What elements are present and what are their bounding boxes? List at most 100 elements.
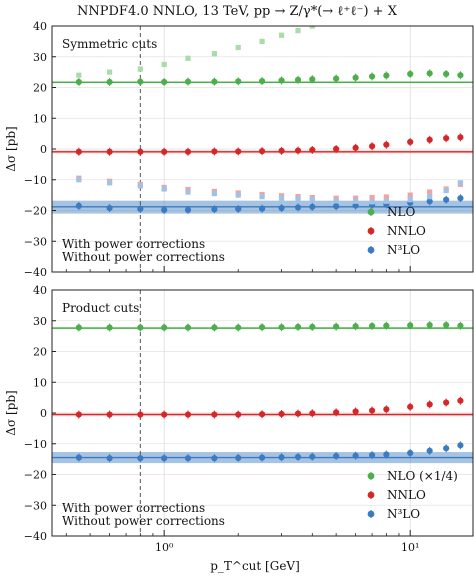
data-point — [258, 411, 266, 418]
data-point-faded — [137, 183, 143, 189]
data-point — [333, 75, 340, 82]
data-point-faded — [309, 26, 315, 29]
legend-label: NLO (×1/4) — [387, 469, 458, 483]
data-point — [258, 77, 266, 85]
data-point — [106, 204, 113, 212]
data-point-faded — [278, 32, 285, 38]
data-point — [368, 143, 376, 150]
data-point — [75, 411, 82, 418]
panel-product-cuts: −40 −30 −20 −10 0 10 20 30 40 10⁰ 10¹ Δσ [pb] Produc… — [4, 284, 474, 554]
data-point — [383, 72, 390, 79]
panel-label: Symmetric cuts — [62, 37, 157, 51]
note-without-power-corrections: Without power corrections — [62, 514, 225, 528]
data-point-faded — [259, 194, 265, 200]
data-point — [383, 406, 390, 413]
legend-label: NNLO — [387, 488, 426, 502]
data-point-faded — [383, 194, 389, 200]
data-point — [184, 78, 192, 85]
data-point — [294, 147, 302, 154]
y-tick-label: −20 — [24, 469, 47, 482]
data-point-faded — [443, 187, 449, 194]
data-point — [258, 148, 266, 155]
data-point — [443, 135, 450, 142]
data-point — [368, 452, 376, 459]
data-point — [235, 78, 242, 85]
note-with-power-corrections: With power corrections — [62, 237, 205, 251]
y-tick-label: 40 — [33, 284, 47, 297]
legend-marker — [367, 510, 375, 518]
data-point-faded — [211, 51, 217, 57]
data-point — [443, 399, 450, 406]
data-point — [235, 205, 242, 213]
data-point — [333, 452, 340, 460]
data-point — [211, 78, 218, 85]
data-point — [137, 78, 144, 85]
data-point-faded — [235, 192, 241, 198]
data-point — [258, 454, 266, 461]
data-point — [368, 407, 376, 414]
data-point-faded — [106, 180, 113, 186]
data-point — [258, 205, 266, 212]
data-point — [235, 454, 242, 461]
data-point-faded — [407, 192, 413, 198]
data-point-faded — [259, 38, 265, 44]
data-point — [161, 78, 168, 86]
data-point-faded — [295, 28, 301, 34]
data-point — [443, 196, 450, 203]
series-1 — [75, 396, 464, 419]
data-point — [278, 147, 285, 154]
data-point — [333, 323, 340, 330]
note-with-power-corrections: With power corrections — [62, 501, 205, 515]
data-point — [457, 322, 464, 329]
data-point — [352, 202, 359, 209]
data-point — [383, 141, 390, 148]
data-point — [294, 323, 302, 330]
legend-label: N³LO — [387, 507, 420, 521]
y-tick-label: −40 — [24, 530, 47, 543]
panel-label: Product cuts — [62, 301, 139, 315]
x-axis-label: p_T^cut [GeV] — [210, 559, 300, 573]
y-tick-label: −40 — [24, 266, 47, 279]
data-point — [309, 410, 316, 417]
data-point — [161, 411, 168, 418]
data-point — [407, 138, 414, 146]
data-point — [383, 322, 390, 329]
x-tick-label: 10⁰ — [155, 541, 174, 554]
data-point — [426, 321, 433, 329]
data-point-faded — [369, 194, 375, 201]
legend-label: NNLO — [387, 224, 426, 238]
data-point-faded — [235, 44, 241, 51]
data-point — [294, 204, 302, 211]
data-point — [75, 324, 82, 331]
data-point — [333, 203, 340, 210]
data-point — [407, 70, 414, 78]
y-tick-label: 20 — [33, 346, 47, 359]
data-point — [457, 134, 464, 141]
data-point — [184, 206, 192, 213]
data-point — [137, 148, 144, 155]
data-point — [137, 455, 144, 462]
data-point-faded — [427, 194, 433, 200]
data-point — [184, 411, 192, 418]
data-point-faded — [137, 66, 143, 72]
data-point-faded — [333, 198, 339, 204]
data-point — [161, 206, 168, 213]
series-1 — [75, 133, 464, 156]
data-point — [352, 323, 359, 330]
data-point — [211, 455, 218, 462]
data-point — [309, 453, 316, 460]
data-point — [161, 324, 168, 331]
data-point — [278, 454, 285, 461]
data-point-faded — [427, 189, 433, 195]
y-tick-label: 40 — [33, 20, 47, 33]
legend-marker — [367, 208, 375, 216]
data-point — [137, 324, 144, 331]
data-point-faded — [76, 177, 82, 183]
data-point-faded — [161, 186, 167, 192]
data-point — [309, 76, 316, 83]
data-point — [106, 411, 113, 418]
y-tick-label: −10 — [24, 438, 47, 451]
y-tick-label: 0 — [40, 143, 47, 156]
series-0 — [75, 321, 464, 332]
data-point — [368, 322, 376, 330]
